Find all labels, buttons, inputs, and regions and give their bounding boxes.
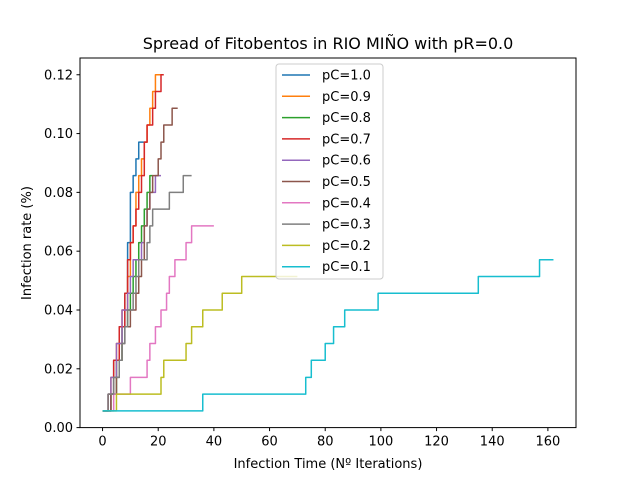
y-tick-label: 0.06: [44, 245, 73, 260]
y-tick-label: 0.04: [44, 303, 73, 318]
legend-label: pC=0.6: [322, 154, 371, 169]
x-axis: 0 20 40 60 80 100 120 140 160: [98, 427, 560, 450]
y-tick-label: 0.02: [44, 362, 73, 377]
series-line-8: [102, 275, 298, 412]
chart-title: Spread of Fitobentos in RIO MIÑO with pR…: [143, 34, 514, 53]
legend-label: pC=0.5: [322, 175, 371, 190]
x-tick-label: 20: [150, 435, 167, 450]
x-tick-label: 0: [98, 435, 106, 450]
series-line-9: [102, 258, 554, 412]
series-line-6: [102, 225, 214, 412]
legend-label: pC=0.9: [322, 90, 371, 105]
y-tick-label: 0.08: [44, 186, 73, 201]
x-tick-label: 160: [535, 435, 560, 450]
x-tick-label: 60: [261, 435, 278, 450]
legend-label: pC=0.2: [322, 239, 371, 254]
legend-label: pC=0.4: [322, 196, 371, 211]
y-tick-label: 0.12: [44, 68, 73, 83]
y-axis-label: Infection rate (%): [20, 186, 35, 300]
y-tick-label: 0.10: [44, 127, 73, 142]
legend-label: pC=0.7: [322, 132, 371, 147]
y-axis: 0.00 0.02 0.04 0.06 0.08 0.10 0.12: [44, 68, 80, 436]
x-tick-label: 40: [206, 435, 223, 450]
x-tick-label: 100: [368, 435, 393, 450]
x-tick-label: 80: [317, 435, 334, 450]
plot-frame: [79, 57, 577, 429]
x-tick-label: 140: [480, 435, 505, 450]
series-line-7: [102, 174, 192, 412]
y-tick-label: 0.00: [44, 421, 73, 436]
legend: pC=1.0 pC=0.9 pC=0.8 pC=0.7 pC=0.6 pC=0.5 pC=0…: [275, 63, 384, 280]
legend-label: pC=0.8: [322, 111, 371, 126]
plot-area: [102, 74, 554, 412]
legend-label: pC=1.0: [322, 69, 371, 84]
x-axis-label: Infection Time (Nº Iterations): [234, 457, 423, 472]
legend-label: pC=0.1: [322, 260, 371, 275]
legend-label: pC=0.3: [322, 218, 371, 233]
x-tick-label: 120: [424, 435, 449, 450]
